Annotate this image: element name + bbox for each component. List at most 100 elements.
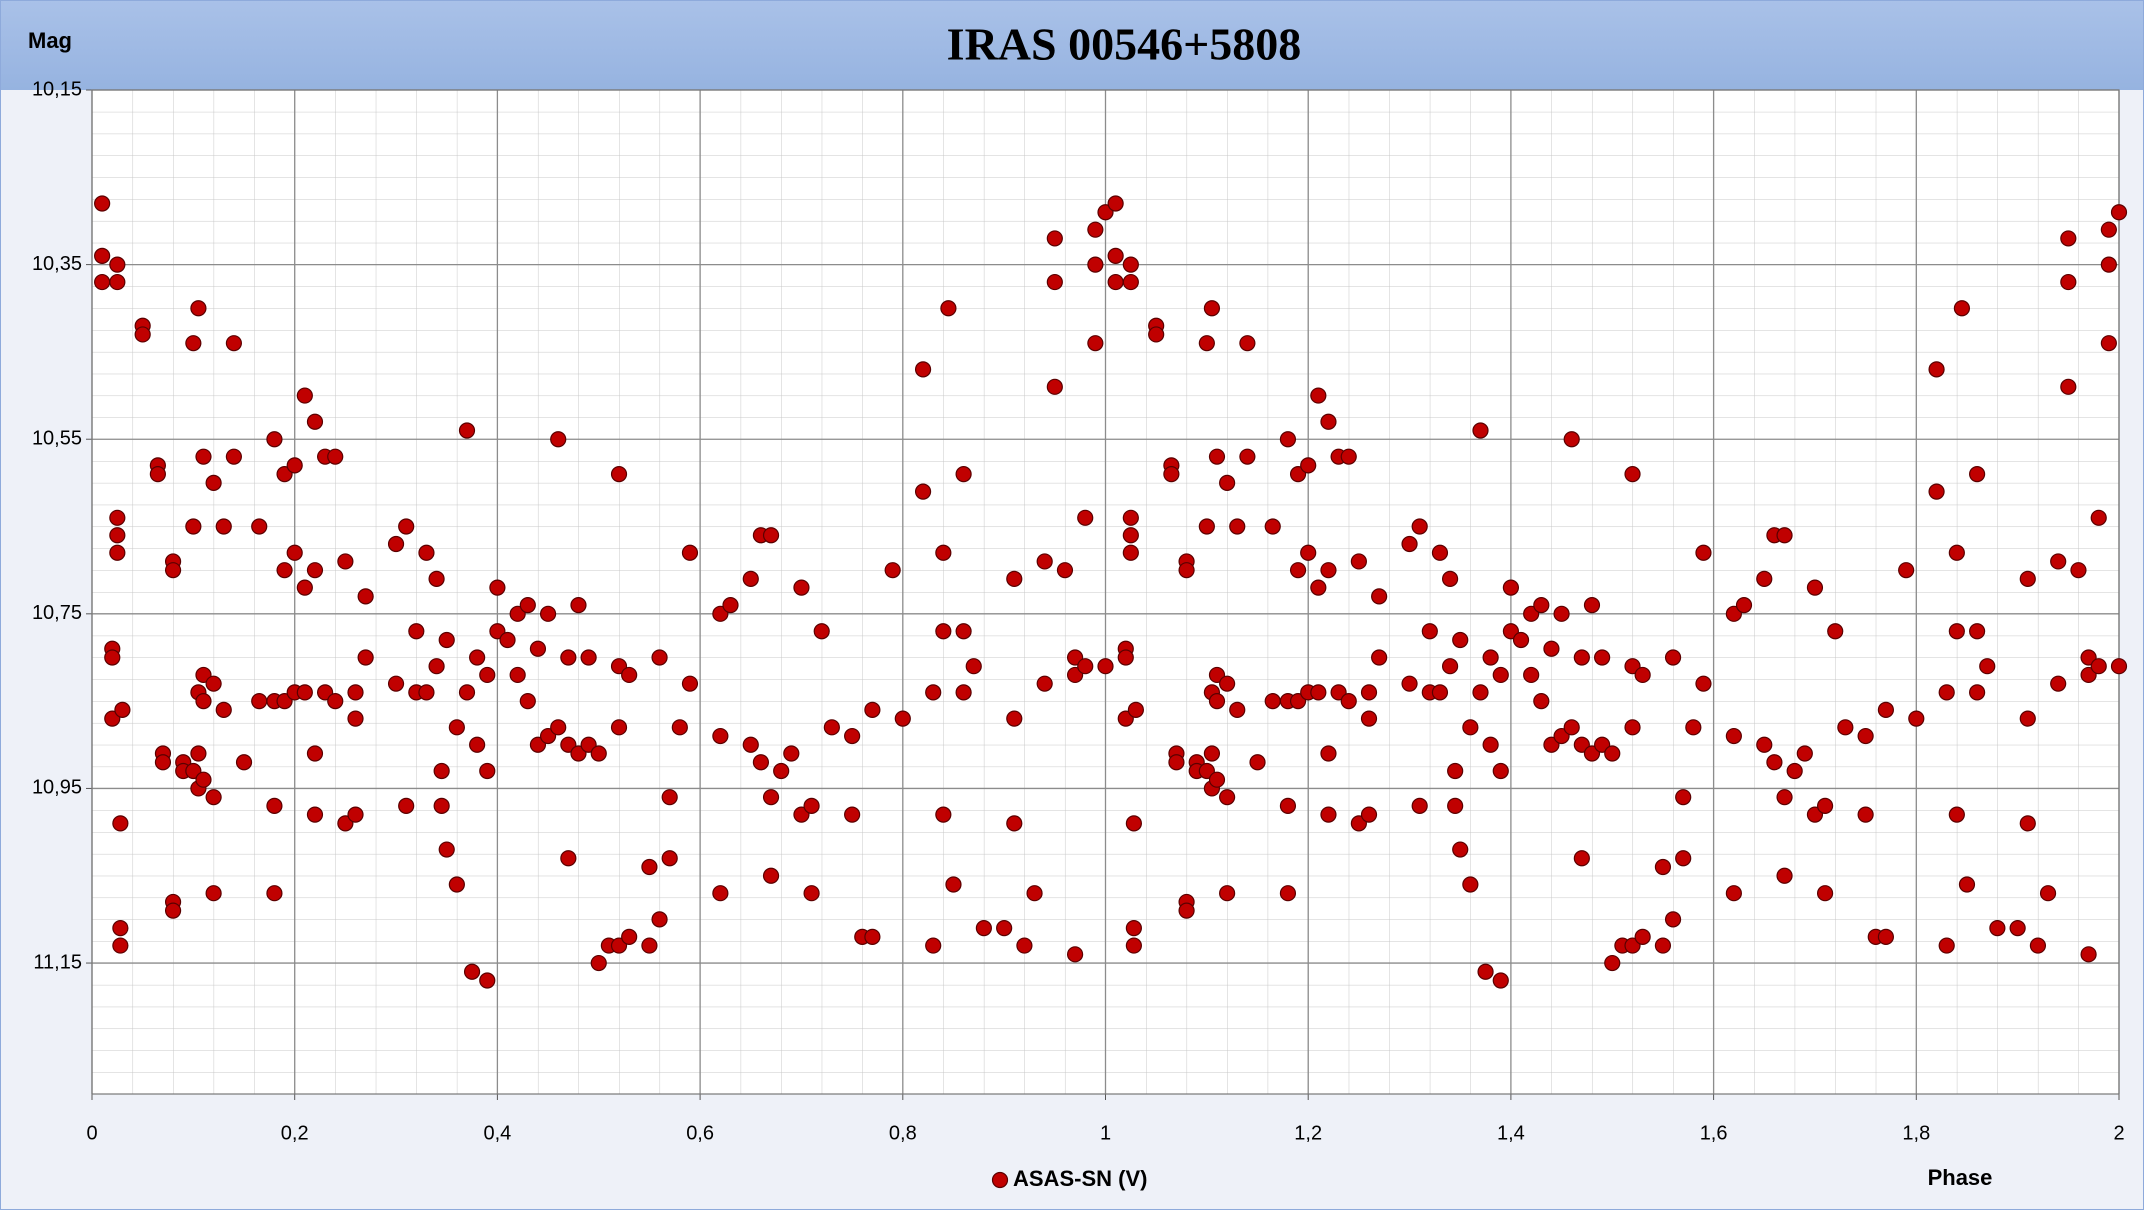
data-point [1208,771,1226,788]
data-point [499,631,516,649]
data-point [884,562,901,579]
data-point [164,562,182,579]
data-point [1203,300,1221,317]
data-point [1411,518,1428,535]
data-point [195,693,212,710]
data-point [610,719,628,736]
data-point [458,422,476,439]
data-point [935,806,952,823]
data-point [225,335,242,352]
legend-label: ASAS-SN (V) [1013,1166,1147,1191]
data-point [1482,736,1499,753]
data-point [2019,815,2036,832]
data-point [1583,596,1601,614]
data-point [1122,256,1139,273]
data-point [1125,815,1142,832]
data-point [1441,570,1459,588]
data-point [742,570,759,588]
data-point [519,693,536,710]
data-point [955,466,972,483]
data-point [1401,535,1418,553]
data-point [590,954,607,972]
y-tick-label: 10,95 [32,777,82,799]
data-point [1026,885,1043,902]
data-point [1624,719,1641,736]
data-point [1229,518,1246,535]
data-point [1837,719,1854,736]
data-point [104,649,121,666]
data-point [1006,570,1023,588]
data-point [357,588,374,605]
x-axis-label: Phase [1928,1165,1993,1190]
data-point [722,596,739,614]
data-point [448,876,465,893]
data-point [2039,885,2057,902]
data-point [1452,631,1469,649]
data-point [1989,920,2006,937]
data-point [1492,762,1509,780]
data-point [235,754,253,771]
data-point [438,841,455,858]
data-point [266,797,283,814]
data-point [306,806,324,823]
x-tick-label: 1,4 [1497,1122,1525,1144]
data-point [783,745,800,762]
data-point [945,876,962,893]
data-point [448,719,465,736]
data-point [347,710,364,727]
x-tick-label: 0,8 [889,1122,917,1144]
data-point [1695,544,1712,561]
data-point [1512,631,1530,649]
legend-marker [991,1171,1009,1189]
data-point [1125,920,1142,937]
data-point [925,937,942,954]
data-point [266,431,283,448]
data-point [864,701,881,718]
y-tick-label: 10,75 [32,602,82,624]
data-point [2050,675,2067,692]
data-point [1178,562,1195,579]
data-point [1168,754,1185,771]
x-tick-label: 1,8 [1902,1122,1930,1144]
data-point [914,361,932,378]
data-point [134,326,151,343]
data-point [975,920,992,937]
data-point [762,867,780,884]
data-point [1634,928,1651,945]
data-point [2090,509,2107,526]
data-point [1472,422,1489,439]
x-tick-label: 1,2 [1294,1122,1322,1144]
data-point [489,579,506,596]
data-point [1604,954,1621,972]
data-point [965,658,982,675]
data-point [935,623,952,640]
data-point [215,518,232,535]
data-point [1264,518,1281,535]
data-point [327,693,344,710]
data-point [1563,431,1580,448]
data-point [215,701,232,718]
data-point [1472,684,1489,701]
data-point [1492,666,1509,684]
data-point [1675,789,1692,806]
data-point [1208,693,1226,710]
data-point [773,762,790,780]
data-point [1958,876,1976,893]
data-point [621,928,638,945]
data-point [1898,562,1915,579]
data-point [1066,946,1084,963]
data-point [1360,684,1378,701]
data-point [914,483,932,500]
data-point [803,797,820,814]
data-point [550,719,567,736]
data-point [1452,841,1469,858]
data-point [112,920,129,937]
data-point [2060,230,2077,247]
data-point [1016,937,1033,954]
data-point [1289,562,1307,579]
data-point [1320,806,1337,823]
x-tick-label: 0,2 [281,1122,309,1144]
data-point [1371,649,1388,666]
data-point [1756,570,1773,588]
data-point [1360,710,1378,727]
